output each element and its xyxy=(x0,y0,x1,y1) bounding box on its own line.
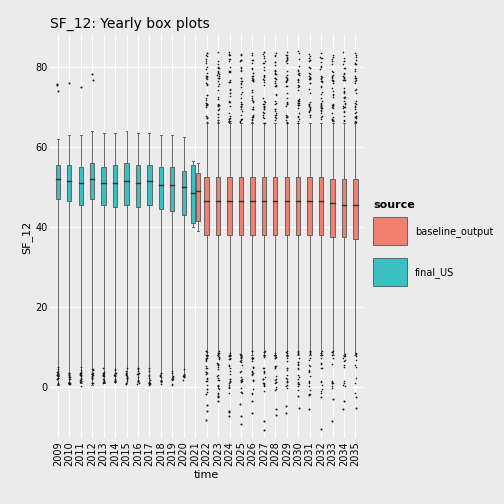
Bar xyxy=(55,165,60,199)
Bar xyxy=(136,165,140,207)
Bar xyxy=(205,177,209,235)
Bar xyxy=(147,165,152,205)
Bar xyxy=(124,163,129,205)
Text: SF_12: Yearly box plots: SF_12: Yearly box plots xyxy=(50,17,210,31)
Bar xyxy=(216,177,220,235)
Bar xyxy=(285,177,289,235)
Bar xyxy=(331,179,335,237)
Bar xyxy=(373,258,407,286)
Bar xyxy=(101,167,106,205)
Bar xyxy=(159,167,163,209)
Bar xyxy=(250,177,255,235)
Bar xyxy=(227,177,232,235)
Text: source: source xyxy=(373,201,415,210)
Bar xyxy=(373,217,407,245)
Bar xyxy=(196,173,200,221)
Text: final_US: final_US xyxy=(415,267,455,278)
Bar xyxy=(181,171,186,215)
Text: baseline_output: baseline_output xyxy=(415,226,494,237)
X-axis label: time: time xyxy=(194,470,219,480)
Bar xyxy=(239,177,243,235)
Bar xyxy=(296,177,300,235)
Bar xyxy=(67,165,72,201)
Bar xyxy=(353,179,358,239)
Bar xyxy=(79,167,83,205)
Bar xyxy=(90,163,94,199)
Bar xyxy=(342,179,346,237)
Y-axis label: SF_12: SF_12 xyxy=(22,220,32,254)
Bar xyxy=(191,165,195,223)
Bar xyxy=(273,177,278,235)
Bar xyxy=(262,177,266,235)
Bar xyxy=(319,177,323,235)
Bar xyxy=(170,167,174,211)
Bar xyxy=(307,177,312,235)
Bar xyxy=(113,165,117,207)
